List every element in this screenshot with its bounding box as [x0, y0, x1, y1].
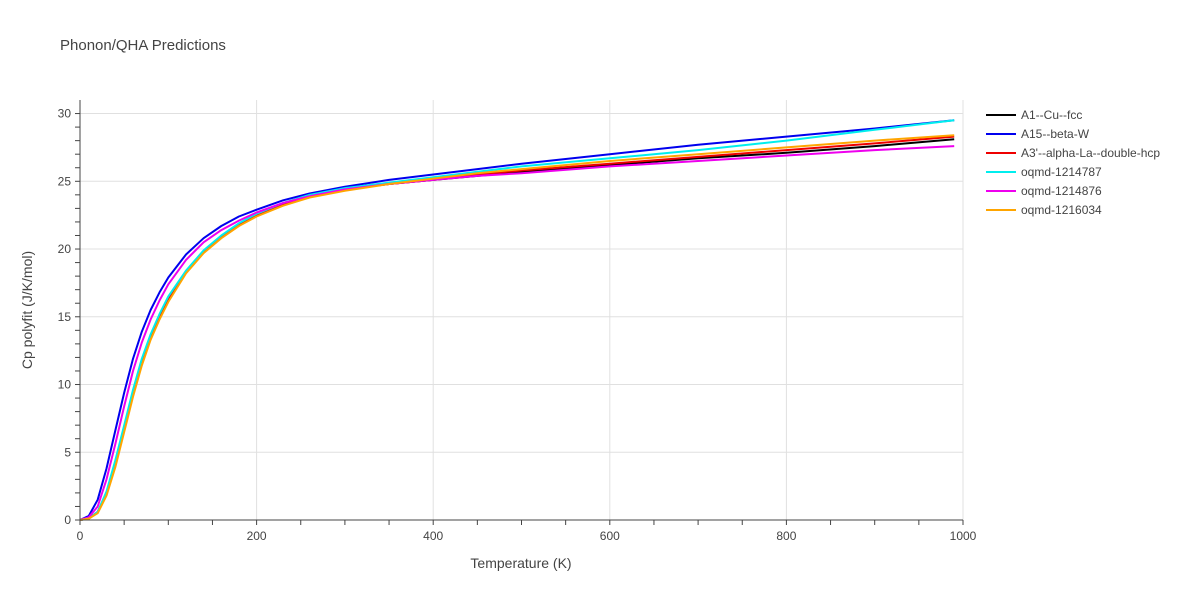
series-line[interactable]	[79, 135, 955, 521]
series-line[interactable]	[79, 119, 955, 521]
legend[interactable]: A1--Cu--fcc A15--beta-W A3'--alpha-La--dou…	[986, 108, 1160, 217]
y-axis-title: Cp polyfit (J/K/mol)	[19, 251, 35, 369]
y-tick-label: 5	[64, 445, 71, 459]
legend-item[interactable]: A1--Cu--fcc	[986, 108, 1082, 122]
legend-label: oqmd-1214876	[1021, 184, 1102, 198]
y-tick-label: 25	[58, 174, 72, 188]
legend-label: A1--Cu--fcc	[1021, 108, 1082, 122]
legend-item[interactable]: A15--beta-W	[986, 127, 1090, 141]
y-tick-label: 15	[58, 310, 72, 324]
legend-item[interactable]: A3'--alpha-La--double-hcp	[986, 146, 1160, 160]
x-tick-label: 0	[77, 529, 84, 543]
legend-item[interactable]: oqmd-1214787	[986, 165, 1102, 179]
x-tick-label: 800	[776, 529, 796, 543]
series-line[interactable]	[79, 138, 955, 521]
axes: 0 200 400 600 800 1000 0 5 10 15 20 25 30	[58, 100, 977, 543]
series-line[interactable]	[79, 119, 955, 521]
legend-label: A3'--alpha-La--double-hcp	[1021, 146, 1160, 160]
x-axis-title: Temperature (K)	[470, 555, 571, 571]
legend-item[interactable]: oqmd-1214876	[986, 184, 1102, 198]
legend-item[interactable]: oqmd-1216034	[986, 203, 1102, 217]
plot-area[interactable]	[79, 119, 955, 521]
x-tick-label: 600	[600, 529, 620, 543]
y-tick-label: 10	[58, 378, 72, 392]
y-tick-label: 0	[64, 513, 71, 527]
legend-label: oqmd-1216034	[1021, 203, 1102, 217]
series-line[interactable]	[79, 134, 955, 521]
y-tick-label: 30	[58, 107, 72, 121]
series-line[interactable]	[79, 145, 955, 521]
legend-label: A15--beta-W	[1021, 127, 1090, 141]
chart-title: Phonon/QHA Predictions	[60, 37, 226, 54]
x-tick-label: 200	[247, 529, 267, 543]
x-tick-label: 1000	[950, 529, 977, 543]
y-tick-label: 20	[58, 242, 72, 256]
legend-label: oqmd-1214787	[1021, 165, 1102, 179]
x-tick-label: 400	[423, 529, 443, 543]
gridlines	[80, 100, 964, 520]
